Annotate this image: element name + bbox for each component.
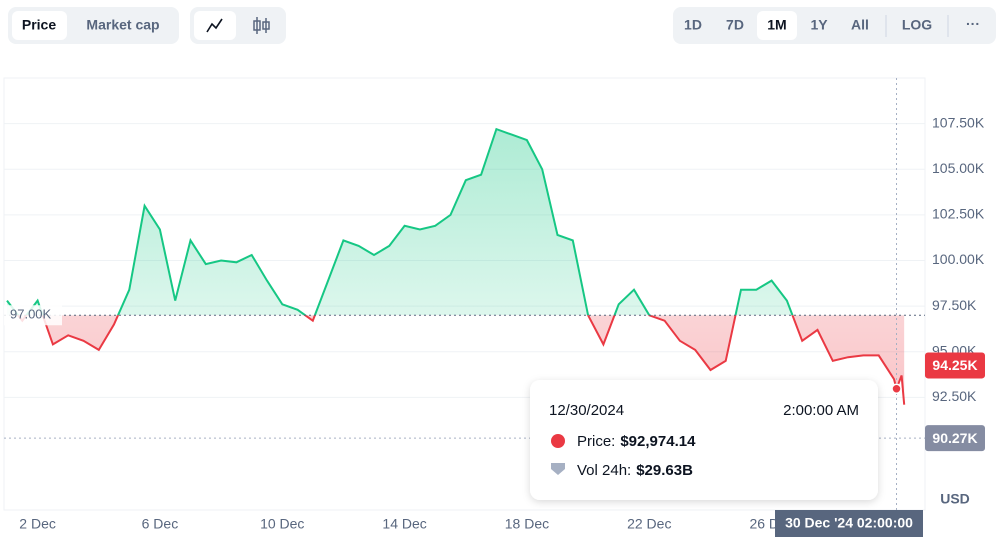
x-tick-label: 2 Dec — [19, 516, 56, 532]
area-up — [7, 129, 905, 316]
line-icon — [206, 18, 223, 33]
x-tick-label: 14 Dec — [382, 516, 426, 532]
tooltip-date: 12/30/2024 — [549, 402, 624, 419]
tab[interactable]: Price — [22, 17, 56, 33]
y-tick-label: 100.00K — [932, 251, 985, 267]
x-tick-label: 18 Dec — [505, 516, 549, 532]
line-button[interactable] — [194, 11, 236, 40]
y-tick-label: 105.00K — [932, 160, 985, 176]
tooltip-box — [530, 380, 878, 500]
crosshair-y-label: 90.27K — [932, 430, 977, 446]
baseline-label: 97.00K — [10, 307, 52, 322]
current-price-tag — [925, 352, 985, 379]
range[interactable]: 1Y — [810, 17, 828, 33]
hover-point — [891, 383, 902, 394]
tab[interactable]: Market cap — [86, 17, 159, 33]
tab-active — [12, 11, 67, 40]
line-up — [6, 127, 794, 316]
range[interactable]: All — [851, 17, 869, 33]
x-tick-label: 6 Dec — [142, 516, 179, 532]
y-tick-label: 97.50K — [932, 297, 977, 313]
area-down — [7, 315, 905, 405]
current-price-label: 94.25K — [932, 357, 977, 373]
range-group — [673, 7, 996, 44]
tooltip-vol-icon — [551, 463, 565, 475]
range[interactable]: 1D — [684, 17, 702, 33]
crosshair-x-label: 30 Dec '24 02:00:00 — [785, 515, 913, 531]
y-tick-label: 92.50K — [932, 388, 977, 404]
crosshair-x-tag — [775, 510, 923, 537]
tooltip-vol: $29.63B — [636, 462, 693, 479]
tooltip: 12/30/2024 2:00:00 AM Price: $92,974.14 Vol … — [530, 380, 878, 500]
range[interactable]: 1M — [767, 17, 786, 33]
range-active — [757, 11, 797, 40]
tooltip-time: 2:00:00 AM — [783, 402, 859, 419]
x-tick-label: 22 Dec — [627, 516, 671, 532]
y-tick-label: 107.50K — [932, 114, 985, 130]
tooltip-price: $92,974.14 — [620, 433, 696, 450]
tooltip-vol-label: Vol 24h: — [577, 462, 631, 479]
tooltip-price-label: Price: — [577, 433, 615, 450]
tooltip-price-row: Price: $92,974.14 — [577, 433, 696, 450]
crosshair-y-tag — [925, 425, 985, 452]
tooltip-price-dot — [551, 434, 565, 448]
log-button[interactable]: LOG — [902, 17, 932, 33]
baseline-label-bg — [4, 305, 62, 326]
x-tick-label: 10 Dec — [260, 516, 304, 532]
y-tick-label: 102.50K — [932, 206, 985, 222]
currency-label: USD — [940, 491, 970, 507]
plot-frame — [3, 77, 926, 511]
more-button[interactable]: ··· — [966, 16, 980, 32]
tooltip-vol-row: Vol 24h: $29.63B — [577, 462, 693, 479]
candle-icon[interactable] — [253, 17, 270, 34]
range[interactable]: 7D — [726, 17, 744, 33]
